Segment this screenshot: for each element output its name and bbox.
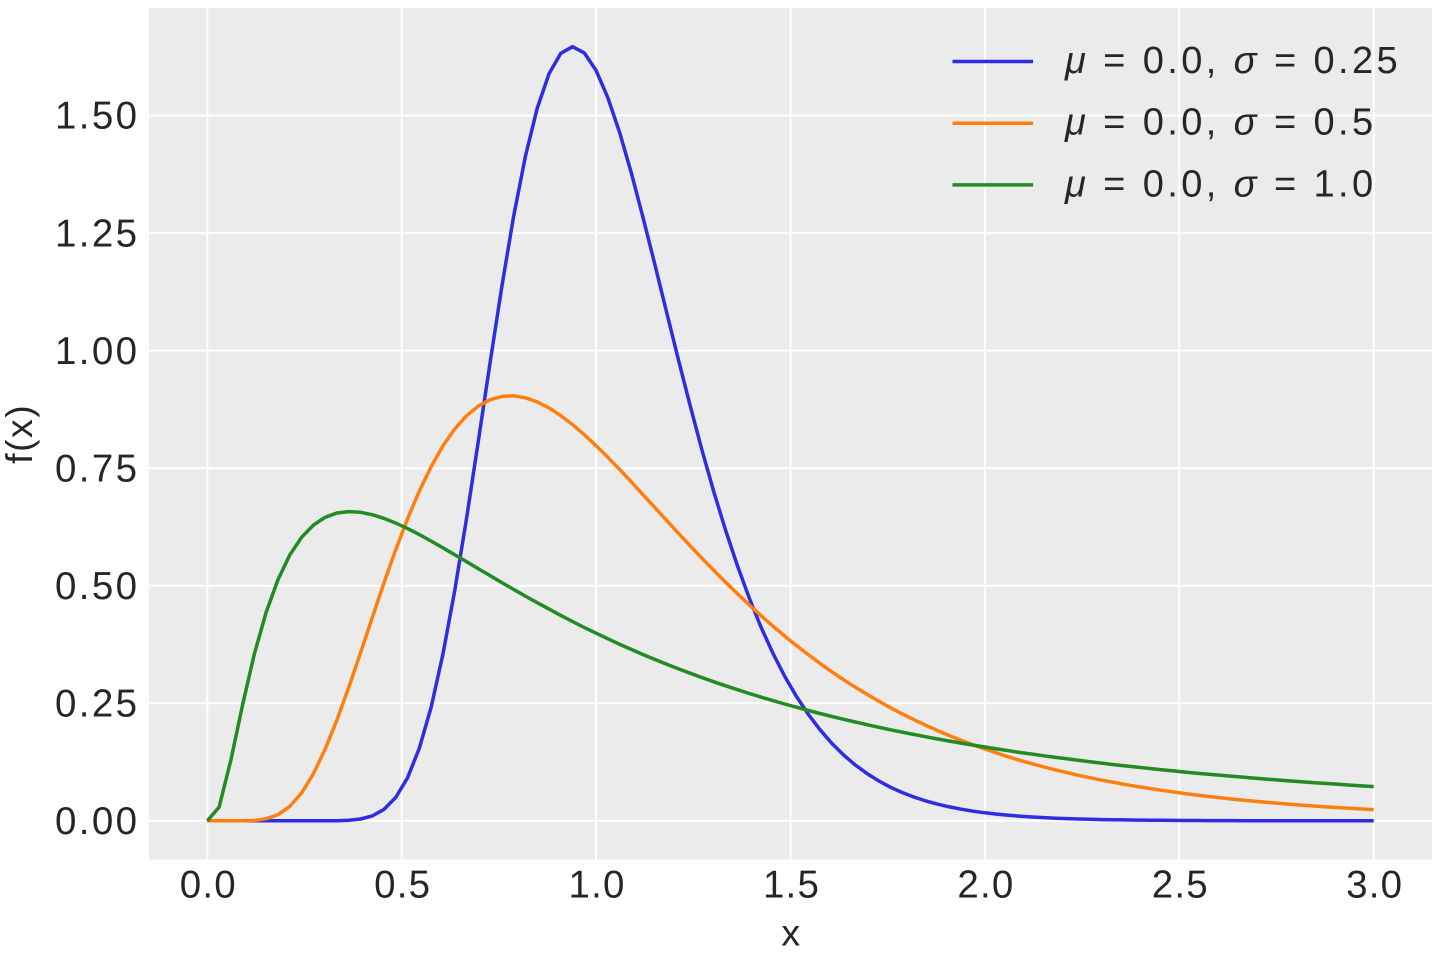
svg-text:3.0: 3.0 — [1346, 863, 1403, 906]
svg-text:μ = 0.0, σ = 0.5: μ = 0.0, σ = 0.5 — [1064, 102, 1377, 144]
svg-text:0.5: 0.5 — [374, 863, 431, 906]
svg-text:1.5: 1.5 — [763, 863, 820, 906]
svg-text:x: x — [781, 911, 801, 953]
svg-text:1.50: 1.50 — [55, 95, 140, 138]
svg-text:0.75: 0.75 — [55, 447, 140, 490]
svg-text:1.25: 1.25 — [55, 212, 140, 255]
svg-text:f(x): f(x) — [0, 404, 40, 464]
svg-text:2.0: 2.0 — [957, 863, 1014, 906]
svg-text:0.50: 0.50 — [55, 565, 140, 608]
svg-text:0.0: 0.0 — [180, 863, 237, 906]
svg-text:0.25: 0.25 — [55, 683, 140, 726]
svg-text:μ = 0.0, σ = 0.25: μ = 0.0, σ = 0.25 — [1064, 40, 1401, 82]
svg-text:0.00: 0.00 — [55, 800, 140, 843]
svg-text:μ = 0.0, σ = 1.0: μ = 0.0, σ = 1.0 — [1064, 163, 1377, 205]
svg-text:1.0: 1.0 — [569, 863, 626, 906]
svg-text:2.5: 2.5 — [1152, 863, 1209, 906]
svg-text:1.00: 1.00 — [55, 330, 140, 373]
